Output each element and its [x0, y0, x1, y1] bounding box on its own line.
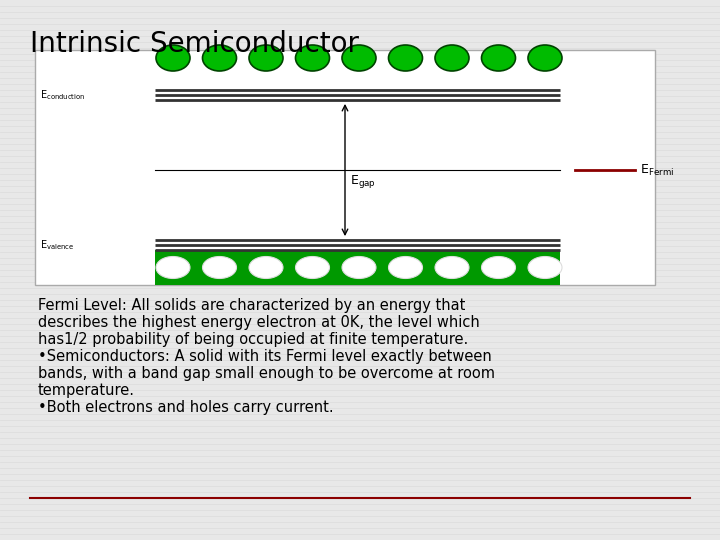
Ellipse shape — [156, 256, 190, 279]
Text: temperature.: temperature. — [38, 383, 135, 398]
Text: E$_{\mathregular{valence}}$: E$_{\mathregular{valence}}$ — [40, 238, 74, 252]
Ellipse shape — [342, 45, 376, 71]
Text: has1/2 probability of being occupied at finite temperature.: has1/2 probability of being occupied at … — [38, 332, 468, 347]
Text: E$_{\mathregular{gap}}$: E$_{\mathregular{gap}}$ — [350, 173, 376, 191]
Text: •Semiconductors: A solid with its Fermi level exactly between: •Semiconductors: A solid with its Fermi … — [38, 349, 492, 364]
Ellipse shape — [202, 45, 236, 71]
Ellipse shape — [295, 256, 330, 279]
Text: Intrinsic Semiconductor: Intrinsic Semiconductor — [30, 30, 359, 58]
Ellipse shape — [202, 256, 236, 279]
Ellipse shape — [435, 256, 469, 279]
Ellipse shape — [342, 256, 376, 279]
Text: •Both electrons and holes carry current.: •Both electrons and holes carry current. — [38, 400, 333, 415]
Ellipse shape — [389, 256, 423, 279]
Bar — [35, 50, 655, 285]
Text: E$_{\mathregular{Fermi}}$: E$_{\mathregular{Fermi}}$ — [640, 163, 674, 178]
Text: describes the highest energy electron at 0K, the level which: describes the highest energy electron at… — [38, 315, 480, 330]
Ellipse shape — [482, 256, 516, 279]
Text: Fermi Level: All solids are characterized by an energy that: Fermi Level: All solids are characterize… — [38, 298, 465, 313]
Ellipse shape — [249, 45, 283, 71]
Ellipse shape — [435, 45, 469, 71]
Ellipse shape — [295, 45, 330, 71]
Ellipse shape — [389, 45, 423, 71]
Text: bands, with a band gap small enough to be overcome at room: bands, with a band gap small enough to b… — [38, 366, 495, 381]
Ellipse shape — [528, 45, 562, 71]
Ellipse shape — [482, 45, 516, 71]
Ellipse shape — [156, 45, 190, 71]
Ellipse shape — [249, 256, 283, 279]
Bar — [155, 250, 560, 285]
Ellipse shape — [528, 256, 562, 279]
Text: E$_{\mathregular{conduction}}$: E$_{\mathregular{conduction}}$ — [40, 88, 86, 102]
